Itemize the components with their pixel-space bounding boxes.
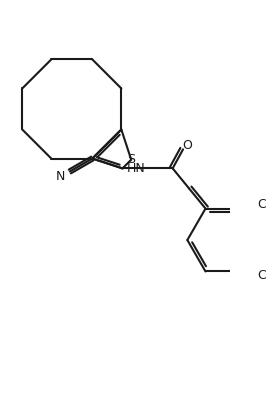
Text: Cl: Cl [257,269,266,282]
Text: O: O [182,139,192,152]
Text: Cl: Cl [257,198,266,211]
Text: N: N [56,170,65,183]
Text: S: S [127,153,135,166]
Text: HN: HN [126,162,145,175]
